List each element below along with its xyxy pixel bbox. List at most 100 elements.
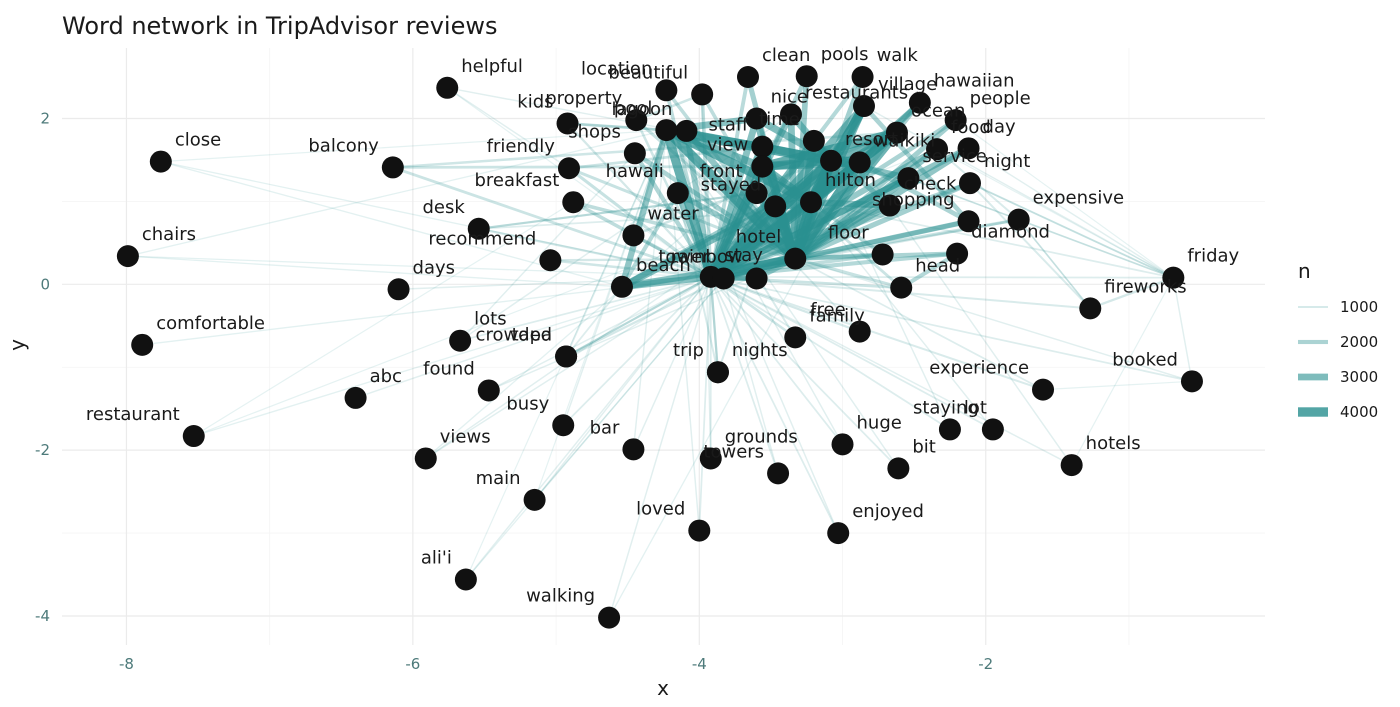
edges (127, 73, 1193, 619)
node-label-stay: stay (725, 245, 763, 266)
node-people (944, 109, 967, 132)
edge-hotel-floor (793, 252, 885, 261)
edge-stay-head (709, 275, 903, 290)
node-shopping (957, 210, 980, 233)
edge-stay-helpful (446, 87, 712, 278)
node-label-shopping: shopping (872, 189, 955, 210)
node-friendly (557, 157, 580, 180)
edge-enjoyed-pool (665, 129, 839, 534)
node-label-crowded: crowded (476, 324, 553, 345)
node-label-night: night (984, 151, 1030, 172)
node-lots (449, 329, 472, 352)
node-diamond (946, 242, 969, 265)
edge-tapa-tower (564, 277, 725, 358)
node-label-staff: staff (708, 115, 748, 136)
node-label-days: days (413, 257, 456, 278)
node-label-floor: floor (828, 222, 869, 243)
edge-stay-shops (632, 151, 713, 280)
node-busy (552, 414, 575, 437)
node-resort (820, 149, 843, 172)
edge-stay-enjoyed (709, 275, 840, 534)
node-label-experience: experience (929, 358, 1029, 379)
node-front (745, 182, 768, 205)
node-expensive (1007, 208, 1030, 231)
node-label-busy: busy (506, 393, 549, 414)
edge-expensive-friday (1017, 218, 1175, 279)
node-friday (1162, 266, 1185, 289)
edge-fireworks-night (968, 182, 1092, 310)
node-label-found: found (423, 358, 475, 379)
node-label-check: check (904, 174, 957, 195)
node-label-food: food (951, 117, 991, 138)
edge-stay-lot (709, 275, 951, 431)
edge-stay-busy (562, 275, 712, 427)
edge-stay-free (709, 275, 861, 333)
node-main (523, 488, 546, 511)
node-label-time: time (759, 109, 800, 130)
edge-stay-desk (477, 227, 712, 278)
node-view (751, 155, 774, 178)
legend-keys: 1000 2000 3000 4000 (1298, 298, 1378, 421)
edge-front-desk (477, 192, 758, 230)
node-label-enjoyed: enjoyed (852, 501, 924, 522)
edge-main-pool (534, 129, 667, 501)
edge-stay-friday (709, 275, 1175, 279)
edge-desk-front (477, 191, 758, 230)
y-axis-title: y (5, 339, 29, 351)
legend-key-label: 2000 (1340, 333, 1378, 351)
axis-ticks: -8 -6 -4 -2 -4 -2 0 2 (35, 109, 993, 673)
node-label-balcony: balcony (308, 135, 379, 156)
node-walking (598, 606, 621, 629)
edge-experience-hotel (794, 257, 1044, 391)
node-shops (623, 142, 646, 165)
node-grounds (699, 447, 722, 470)
node-bit (887, 457, 910, 480)
edge-stay-nights (709, 275, 720, 374)
edge-stay-walking (608, 276, 712, 619)
node-label-breakfast: breakfast (475, 170, 560, 191)
node-walk (851, 66, 874, 89)
node-label-village: village (878, 74, 937, 95)
node-label-close: close (175, 130, 221, 151)
edge-hotel-shops (632, 150, 798, 261)
node-label-hotels: hotels (1086, 433, 1141, 454)
node-ocean (885, 121, 908, 144)
edge-stay-bar (632, 276, 712, 451)
node-nice (745, 107, 768, 130)
legend-key-label: 4000 (1340, 403, 1378, 421)
edge-hotel-shopping (792, 218, 972, 262)
node-booked (1180, 370, 1203, 393)
node-label-lagoon: lagoon (612, 99, 673, 120)
node-restaurants (779, 103, 802, 126)
node-label-pools: pools (821, 44, 869, 65)
node-label-loved: loved (636, 499, 685, 520)
y-tick-label: 2 (40, 109, 50, 127)
edge-stay-close (160, 160, 712, 278)
node-label-helpful: helpful (461, 56, 523, 77)
edge-hotel-pool (661, 125, 800, 264)
edge-ali'i-tower (465, 277, 725, 581)
node-desk (467, 217, 490, 240)
node-rainbow (745, 267, 768, 290)
node-label-comfortable: comfortable (156, 313, 265, 334)
edge-hawaii-beach (619, 191, 680, 289)
node-staff (751, 135, 774, 158)
edge-hotel-expensive (793, 218, 1021, 261)
edge-night-friday (969, 182, 1175, 279)
node-label-nice: nice (771, 86, 808, 107)
edge-stay-found (488, 276, 712, 392)
edge-crowded-beach (565, 285, 623, 358)
edge-stay-abc (354, 276, 712, 399)
legend-key-swatch (1298, 407, 1328, 417)
edge-found-hotel (488, 257, 796, 392)
node-recommend (539, 249, 562, 272)
edge-main-tower (533, 277, 725, 501)
edge-stay-loved (698, 275, 712, 532)
node-experience (1032, 378, 1055, 401)
node-fireworks (1079, 297, 1102, 320)
x-tick-label: -8 (119, 655, 134, 673)
edge-hotel-head (793, 257, 903, 290)
